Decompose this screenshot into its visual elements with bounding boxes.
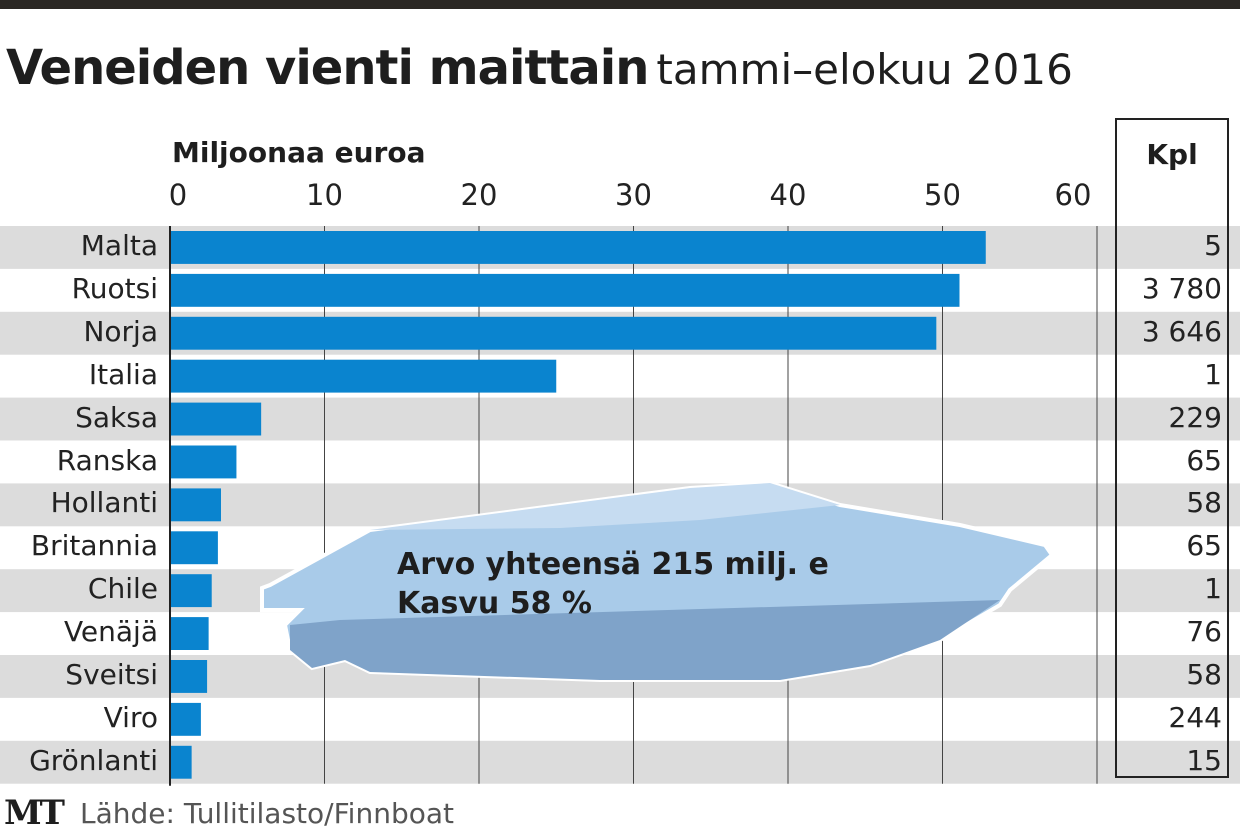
category-label: Grönlanti	[29, 743, 158, 777]
x-tick-label: 20	[460, 178, 498, 212]
bar-norja	[170, 316, 937, 350]
bar-sveitsi	[170, 660, 208, 693]
boat-windshield-icon	[370, 483, 840, 530]
kpl-value: 65	[1186, 443, 1222, 477]
category-label: Chile	[87, 572, 158, 606]
kpl-header: Kpl	[1146, 138, 1198, 171]
category-label: Ruotsi	[71, 271, 158, 305]
bar-saksa	[170, 402, 262, 436]
kpl-value: 3 646	[1141, 314, 1222, 348]
top-bar	[0, 0, 1240, 9]
category-label: Ranska	[56, 443, 158, 477]
category-label: Britannia	[30, 529, 158, 563]
x-axis-label: Miljoonaa euroa	[172, 136, 426, 169]
x-tick-label: 60	[1054, 178, 1092, 212]
kpl-value: 229	[1168, 400, 1222, 434]
category-label: Sveitsi	[65, 658, 158, 691]
bar-ranska	[170, 445, 237, 479]
mt-logo: MT	[4, 793, 65, 833]
category-label: Venäjä	[63, 615, 158, 649]
kpl-value: 3 780	[1141, 271, 1222, 305]
kpl-value: 58	[1186, 486, 1222, 520]
kpl-value: 1	[1204, 357, 1222, 391]
kpl-value: 15	[1186, 743, 1222, 777]
x-tick-label: 10	[306, 178, 343, 212]
title-text: Veneiden vienti maittain	[6, 40, 649, 96]
x-tick-label: 50	[924, 178, 961, 212]
kpl-value: 76	[1186, 615, 1222, 649]
bar-viro	[170, 702, 201, 736]
source: Lähde: Tullitilasto/Finnboat	[80, 797, 454, 830]
kpl-value: 58	[1186, 658, 1222, 691]
annotation-growth: Kasvu 58 %	[397, 586, 592, 621]
bar-ruotsi	[170, 273, 960, 307]
row-stripe	[0, 740, 1240, 784]
kpl-value: 5	[1204, 229, 1222, 262]
category-label: Norja	[83, 314, 158, 348]
bar-venäjä	[170, 617, 209, 650]
annotation: Arvo yhteensä 215 milj. e Kasvu 58 %	[397, 545, 829, 623]
kpl-value: 244	[1168, 700, 1222, 734]
category-label: Italia	[88, 357, 158, 391]
annotation-total: Arvo yhteensä 215 milj. e	[397, 547, 829, 582]
bar-chile	[170, 574, 212, 608]
bar-italia	[170, 359, 557, 393]
category-label: Viro	[103, 700, 158, 734]
category-label: Hollanti	[50, 486, 158, 520]
boat-bottom-icon	[290, 600, 1000, 680]
x-tick-label: 40	[769, 178, 807, 212]
kpl-value: 65	[1186, 529, 1222, 563]
chart-title: Veneiden vienti maittain tammi–elokuu 201…	[6, 40, 1073, 96]
category-label: Malta	[80, 229, 158, 262]
bar-hollanti	[170, 488, 221, 522]
bar-malta	[170, 231, 986, 264]
kpl-box	[1115, 118, 1229, 778]
category-label: Saksa	[75, 400, 158, 434]
x-tick-label: 0	[168, 178, 188, 212]
bar-grönlanti	[170, 745, 192, 779]
x-tick-label: 30	[615, 178, 652, 212]
subtitle: tammi–elokuu 2016	[656, 45, 1073, 94]
bar-britannia	[170, 531, 218, 565]
kpl-value: 1	[1204, 572, 1222, 606]
